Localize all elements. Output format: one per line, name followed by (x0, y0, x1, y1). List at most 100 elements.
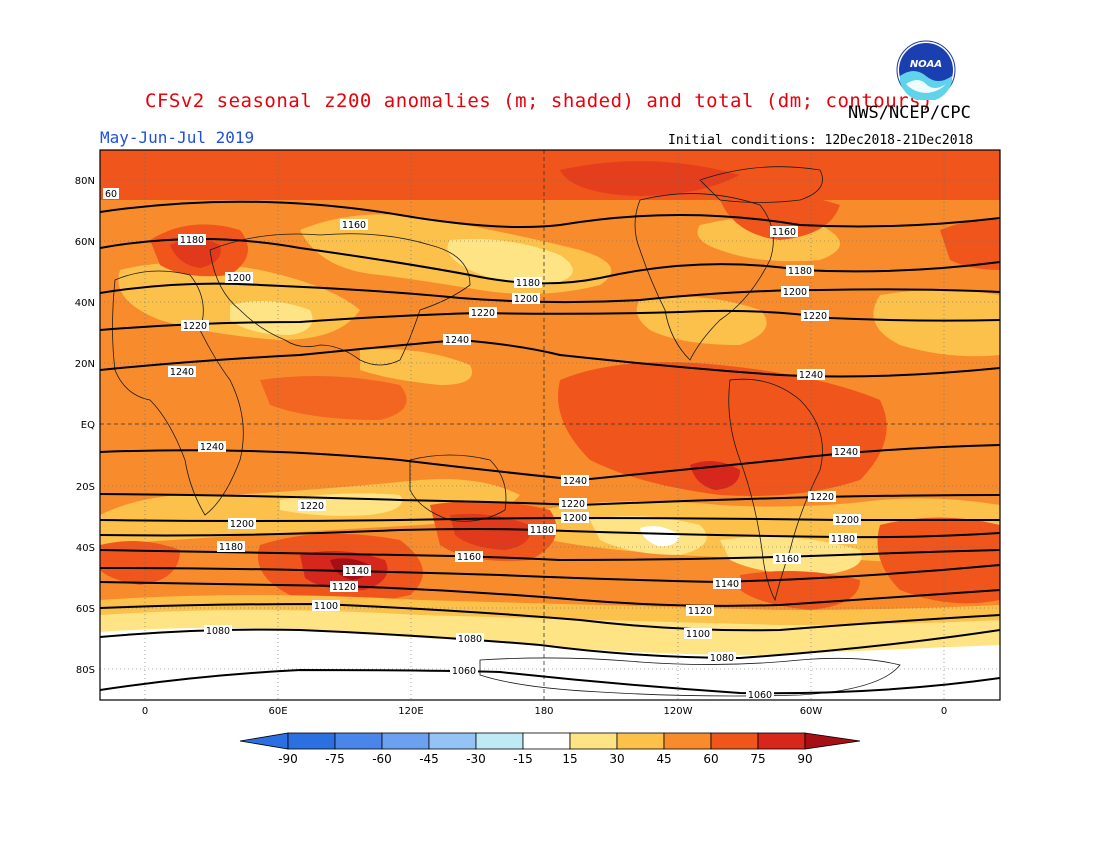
lat-label: 20N (75, 359, 95, 370)
lon-label: 180 (534, 706, 553, 717)
colorbar-cell (616, 732, 665, 750)
contour-label: 1120 (330, 581, 358, 593)
colorbar-label: 60 (703, 752, 718, 766)
svg-text:1220: 1220 (300, 501, 324, 512)
contour-1080 (100, 628, 1000, 660)
svg-text:1200: 1200 (514, 294, 538, 305)
contour-label: 1220 (808, 491, 836, 503)
lat-label: 80N (75, 176, 95, 187)
colorbar-label: -60 (372, 752, 392, 766)
contour-label: 1200 (561, 512, 589, 524)
svg-text:1160: 1160 (772, 227, 796, 238)
contour-label: 1240 (168, 366, 196, 378)
svg-text:1080: 1080 (458, 634, 482, 645)
contour-label: 1080 (708, 652, 736, 664)
contour-label: 1160 (773, 553, 801, 565)
contour-label: 1180 (786, 265, 814, 277)
svg-text:1060: 1060 (748, 690, 772, 701)
contour-label: 1220 (559, 498, 587, 510)
svg-text:1180: 1180 (219, 542, 243, 553)
contour-label: 1200 (228, 518, 256, 530)
contour-label: 1240 (797, 369, 825, 381)
contour-label: 1100 (312, 600, 340, 612)
longitude-labels: 0 60E 120E 180 120W 60W 0 (142, 706, 947, 717)
lon-label: 120W (664, 706, 693, 717)
lon-label: 0 (142, 706, 148, 717)
contour-1100 (100, 602, 1000, 632)
contour-label: 1220 (469, 307, 497, 319)
contour-label: 1160 (340, 219, 368, 231)
svg-text:1240: 1240 (445, 335, 469, 346)
lon-label: 0 (941, 706, 947, 717)
lat-label: 60N (75, 237, 95, 248)
svg-text:60: 60 (105, 189, 117, 200)
svg-text:1180: 1180 (516, 278, 540, 289)
svg-text:1240: 1240 (799, 370, 823, 381)
svg-text:1080: 1080 (206, 626, 230, 637)
colorbar-label: -30 (466, 752, 486, 766)
agency-label: NWS/NCEP/CPC (848, 103, 971, 123)
lon-label: 60E (268, 706, 287, 717)
contour-label: 1220 (801, 310, 829, 322)
contour-1060 (100, 668, 1000, 695)
lon-label: 120E (398, 706, 423, 717)
svg-text:1120: 1120 (332, 582, 356, 593)
contour-label: 1220 (298, 500, 326, 512)
colorbar-cell (569, 732, 618, 750)
contour-labels: 60 1160 1160 1180 1180 1180 1200 1200 12… (103, 188, 861, 701)
svg-text:1220: 1220 (803, 311, 827, 322)
colorbar-label: -90 (278, 752, 298, 766)
svg-text:1240: 1240 (834, 447, 858, 458)
contour-label: 60 (103, 188, 119, 200)
colorbar-cell (381, 732, 430, 750)
contour-label: 1140 (713, 578, 741, 590)
svg-text:1220: 1220 (183, 321, 207, 332)
svg-text:1200: 1200 (230, 519, 254, 530)
lat-label: 20S (76, 482, 95, 493)
map-frame (99, 149, 1001, 701)
contour-label: 1180 (217, 541, 245, 553)
logo-text: NOAA (910, 59, 942, 70)
svg-text:1240: 1240 (563, 476, 587, 487)
svg-text:1060: 1060 (452, 666, 476, 677)
contour-label: 1200 (781, 286, 809, 298)
svg-text:1140: 1140 (345, 566, 369, 577)
colorbar-cell (757, 732, 806, 750)
contour-1180-north (100, 238, 1000, 285)
contour-label: 1160 (770, 226, 798, 238)
contour-label: 1240 (561, 475, 589, 487)
svg-text:1160: 1160 (342, 220, 366, 231)
colorbar-right-arrow (804, 732, 861, 750)
colorbar-left-arrow (239, 732, 289, 750)
lat-label: 60S (76, 604, 95, 615)
svg-text:1100: 1100 (686, 629, 710, 640)
contour-label: 1100 (684, 628, 712, 640)
contour-label: 1080 (204, 625, 232, 637)
svg-text:1220: 1220 (471, 308, 495, 319)
contour-1200-north (100, 282, 1000, 304)
svg-text:1200: 1200 (227, 273, 251, 284)
contour-label: 1180 (528, 524, 556, 536)
svg-text:1240: 1240 (170, 367, 194, 378)
contour-label: 1200 (225, 272, 253, 284)
lat-label: EQ (81, 420, 95, 431)
svg-text:1220: 1220 (561, 499, 585, 510)
contour-label: 1180 (178, 234, 206, 246)
colorbar-label: 75 (750, 752, 765, 766)
svg-text:1240: 1240 (200, 442, 224, 453)
svg-text:1180: 1180 (180, 235, 204, 246)
colorbar-cell (428, 732, 477, 750)
svg-text:1180: 1180 (788, 266, 812, 277)
continent-outlines (112, 166, 901, 697)
lon-label: 60W (800, 706, 823, 717)
colorbar-label: 90 (797, 752, 812, 766)
contour-label: 1220 (181, 320, 209, 332)
contour-label: 1060 (746, 689, 774, 701)
contour-label: 1240 (832, 446, 860, 458)
contour-label: 1080 (456, 633, 484, 645)
colorbar-cell (522, 732, 571, 750)
colorbar-cell (287, 732, 336, 750)
contour-label: 1060 (450, 665, 478, 677)
contour-1160-south (100, 549, 1000, 562)
contour-label: 1200 (833, 514, 861, 526)
